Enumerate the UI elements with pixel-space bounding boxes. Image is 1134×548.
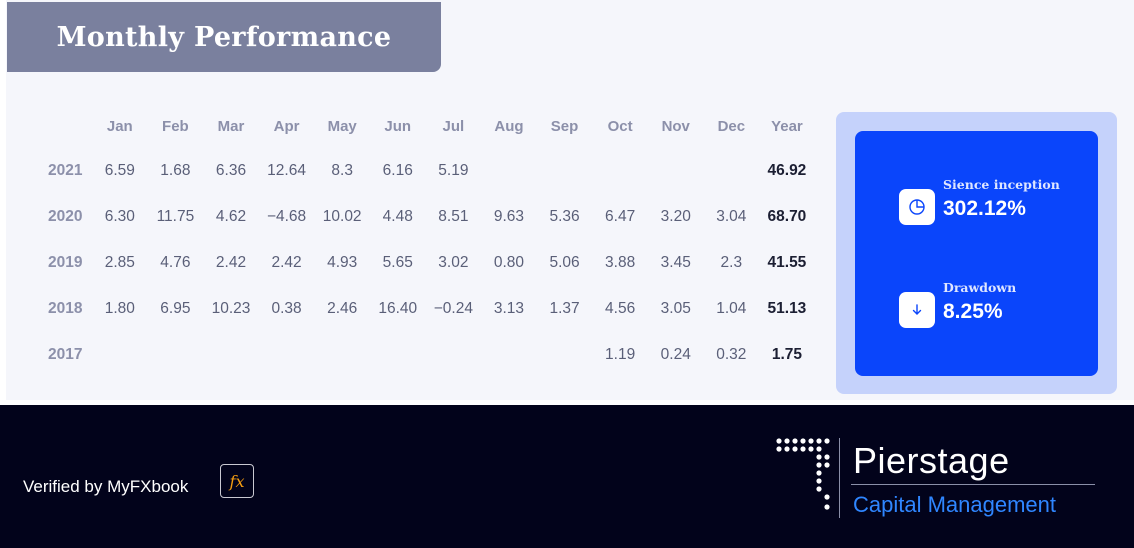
month-value-cell: 10.02 [322, 208, 362, 225]
month-value-cell: 2.3 [720, 254, 743, 271]
month-value-cell: 2.42 [215, 254, 247, 271]
month-value-cell: 2.85 [104, 254, 135, 271]
month-value-cell: 5.65 [382, 254, 413, 271]
stat-inception: Sience inception 302.12% [899, 177, 1060, 225]
month-value-cell: 0.32 [716, 346, 747, 363]
stat-label: Drawdown [943, 280, 1017, 295]
month-value-cell: 1.80 [104, 300, 135, 317]
page-title: Monthly Performance [56, 21, 392, 53]
month-value-cell: 5.06 [549, 254, 580, 271]
stats-card: Sience inception 302.12% Drawdown 8.25% [855, 131, 1098, 376]
month-value-cell: 3.88 [605, 254, 636, 271]
month-value-cell: 4.93 [327, 254, 358, 271]
row-year-label: 2021 [48, 162, 83, 179]
pierstage-logo[interactable]: Pierstage Capital Management [775, 435, 1105, 520]
month-value-cell: 3.05 [660, 300, 691, 317]
year-total-cell: 1.75 [771, 346, 802, 363]
column-header: Apr [273, 117, 300, 135]
month-value-cell: 4.56 [605, 300, 636, 317]
stat-value: 8.25% [943, 300, 1003, 323]
table-row: 2021 6.59 1.68 6.36 12.64 8.3 6.16 5.19 46.92 [40, 148, 820, 194]
month-value-cell: 9.63 [493, 208, 525, 225]
table-row: 2018 1.80 6.95 10.23 0.38 2.46 16.40 −0.24 3.13 1… [40, 286, 820, 332]
month-value-cell: 6.16 [382, 162, 413, 179]
column-header: Oct [607, 117, 633, 135]
logo-dots-icon [776, 438, 830, 510]
verified-text: Verified by MyFXbook [23, 477, 189, 496]
column-header: Feb [162, 117, 189, 135]
column-header: Mar [217, 117, 245, 135]
column-header: Sep [550, 117, 579, 135]
row-year-label: 2020 [48, 208, 83, 225]
year-total-cell: 68.70 [767, 208, 807, 225]
arrow-down-icon [899, 292, 935, 328]
stat-label: Sience inception [943, 177, 1060, 192]
month-value-cell: 3.02 [438, 254, 469, 271]
month-value-cell: 6.59 [104, 162, 135, 179]
month-value-cell: 6.36 [215, 162, 247, 179]
table-header-row: Jan Feb Mar Apr May Jun Jul Aug Sep Oct Nov Dec Year [40, 104, 820, 148]
month-value-cell: 0.80 [493, 254, 525, 271]
month-value-cell: 10.23 [211, 300, 251, 317]
performance-table: Jan Feb Mar Apr May Jun Jul Aug Sep Oct Nov Dec Year… [40, 104, 820, 378]
table-row: 2020 6.30 11.75 4.62 −4.68 10.02 4.48 8.51 9.63 5… [40, 194, 820, 240]
row-year-label: 2019 [48, 254, 83, 271]
month-value-cell: 3.45 [660, 254, 691, 271]
column-header: Jan [106, 117, 133, 135]
year-total-cell: 41.55 [767, 254, 807, 271]
stat-value: 302.12% [943, 197, 1026, 220]
month-value-cell: 8.51 [438, 208, 469, 225]
month-value-cell: 8.3 [331, 162, 353, 179]
month-value-cell: −0.24 [433, 300, 473, 317]
logo-divider [839, 438, 840, 518]
month-value-cell: 1.68 [160, 162, 191, 179]
pie-chart-icon [899, 189, 935, 225]
month-value-cell: 0.24 [660, 346, 691, 363]
month-value-cell: −4.68 [266, 208, 307, 225]
month-value-cell: 1.37 [549, 300, 580, 317]
month-value-cell: 5.36 [549, 208, 580, 225]
logo-underline [851, 484, 1095, 485]
brand-subtitle: Capital Management [853, 492, 1057, 517]
title-tab: Monthly Performance [7, 2, 441, 72]
table-row: 2017 1.19 0.24 0.32 1.75 [40, 332, 820, 378]
column-header: Year [771, 117, 803, 135]
month-value-cell: 11.75 [156, 208, 195, 225]
month-value-cell: 3.20 [660, 208, 691, 225]
month-value-cell: 2.46 [327, 300, 358, 317]
month-value-cell: 6.47 [605, 208, 636, 225]
month-value-cell: 2.42 [271, 254, 302, 271]
month-value-cell: 1.19 [605, 346, 636, 363]
myfxbook-fx-icon[interactable]: fx [220, 464, 254, 498]
column-header: May [327, 117, 357, 135]
month-value-cell: 5.19 [438, 162, 469, 179]
month-value-cell: 3.13 [493, 300, 525, 317]
column-header: Nov [661, 117, 690, 135]
year-total-cell: 51.13 [767, 300, 807, 317]
column-header: Jul [442, 117, 465, 135]
table-row: 2019 2.85 4.76 2.42 2.42 4.93 5.65 3.02 0.80 5.06… [40, 240, 820, 286]
year-total-cell: 46.92 [767, 162, 807, 179]
stat-drawdown: Drawdown 8.25% [899, 280, 1016, 328]
month-value-cell: 3.04 [716, 208, 747, 225]
brand-name: Pierstage [853, 440, 1010, 481]
month-value-cell: 0.38 [271, 300, 302, 317]
month-value-cell: 1.04 [716, 300, 747, 317]
column-header: Aug [494, 117, 524, 135]
row-year-label: 2018 [48, 300, 83, 317]
column-header: Jun [384, 117, 412, 135]
footer: Verified by MyFXbook fx Pierstage Capita… [0, 405, 1134, 548]
month-value-cell: 4.76 [160, 254, 191, 271]
month-value-cell: 4.48 [382, 208, 413, 225]
month-value-cell: 12.64 [267, 162, 306, 179]
row-year-label: 2017 [48, 346, 83, 363]
month-value-cell: 4.62 [215, 208, 247, 225]
month-value-cell: 16.40 [378, 300, 418, 317]
month-value-cell: 6.95 [160, 300, 191, 317]
month-value-cell: 6.30 [104, 208, 135, 225]
column-header: Dec [717, 117, 746, 135]
